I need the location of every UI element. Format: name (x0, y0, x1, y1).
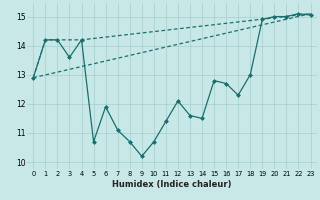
X-axis label: Humidex (Indice chaleur): Humidex (Indice chaleur) (112, 180, 232, 189)
